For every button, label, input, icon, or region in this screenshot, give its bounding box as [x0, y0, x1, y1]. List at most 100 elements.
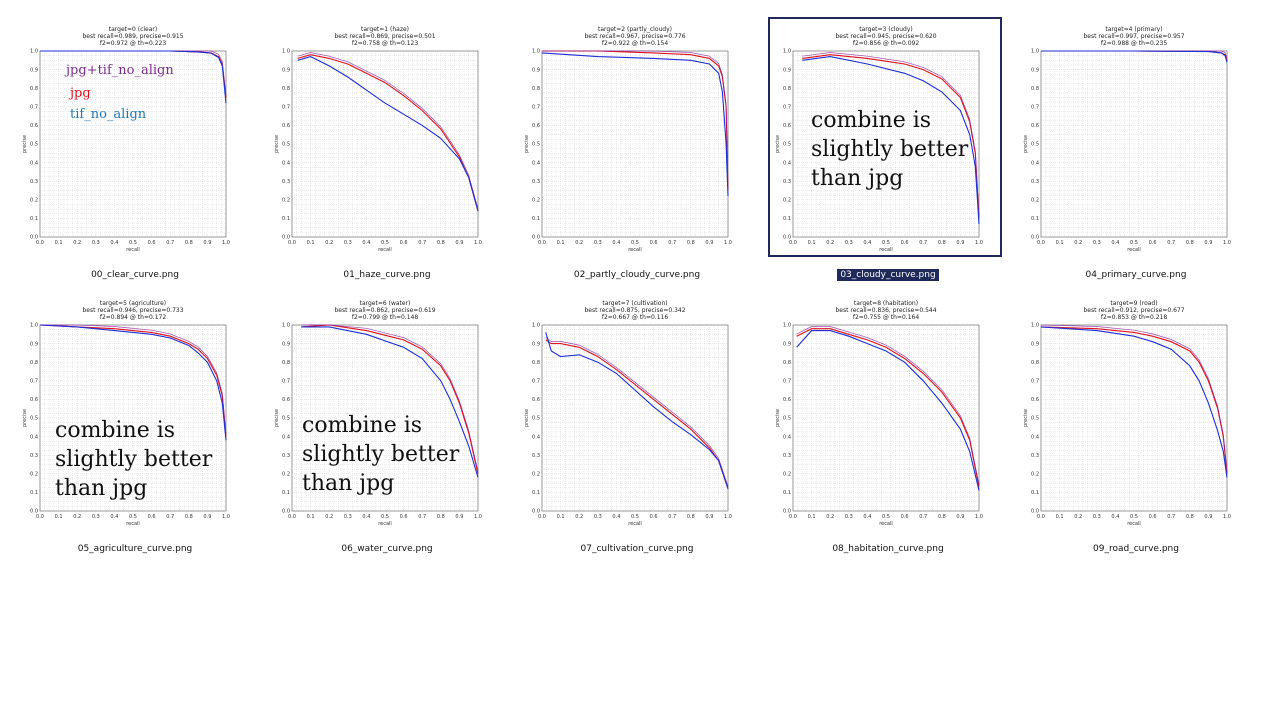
y-tick-label: 1.0	[1031, 49, 1039, 55]
x-tick-label: 0.6	[650, 514, 658, 520]
file-name-caption[interactable]: 01_haze_curve.png	[262, 270, 512, 280]
x-tick-label: 0.3	[845, 514, 853, 520]
grid-lines	[40, 325, 226, 511]
chart-title: target=0 (clear)	[109, 26, 157, 33]
y-tick-label: 0.9	[30, 341, 38, 347]
y-axis-label: precise	[1023, 409, 1029, 427]
y-tick-label: 0.4	[1031, 160, 1039, 166]
file-name-caption[interactable]: 08_habitation_curve.png	[763, 544, 1013, 554]
x-tick-label: 0.0	[789, 240, 797, 246]
x-tick-label: 1.0	[1223, 514, 1231, 520]
chart-title: target=7 (cultivation)	[602, 300, 667, 307]
y-tick-label: 0.8	[532, 86, 540, 92]
thumbnail-03_cloudy_curve[interactable]: target=3 (cloudy) best recall=0.945, prec…	[763, 17, 1013, 288]
series-line-tif	[297, 56, 479, 212]
pr-curve-plot: target=0 (clear)best recall=0.989, preci…	[22, 26, 230, 253]
y-tick-label: 0.0	[1031, 235, 1039, 241]
chart-subtitle-f2: f2=0.799 @ th=0.148	[352, 314, 418, 321]
x-tick-label: 0.3	[344, 240, 352, 246]
y-tick-label: 0.7	[532, 105, 540, 111]
thumbnail-01_haze_curve[interactable]: target=1 (haze) best recall=0.869, precis…	[262, 23, 512, 288]
thumbnail-09_road_curve[interactable]: target=9 (road) best recall=0.912, precis…	[1011, 297, 1261, 562]
grid-lines	[793, 325, 979, 511]
pr-curve-plot: target=4 (primary)best recall=0.997, pre…	[1023, 26, 1231, 253]
y-tick-label: 0.9	[282, 341, 290, 347]
x-axis-label: recall	[628, 521, 642, 527]
file-name-caption[interactable]: 09_road_curve.png	[1011, 544, 1261, 554]
x-tick-label: 0.4	[362, 514, 370, 520]
thumbnail-07_cultivation_curve[interactable]: target=7 (cultivation) best recall=0.875,…	[512, 297, 762, 562]
y-tick-label: 0.1	[30, 490, 38, 496]
x-tick-label: 0.5	[631, 240, 639, 246]
thumbnail-04_primary_curve[interactable]: target=4 (primary) best recall=0.997, pre…	[1011, 23, 1261, 288]
file-name-caption[interactable]: 06_water_curve.png	[262, 544, 512, 554]
y-tick-label: 0.6	[282, 123, 290, 129]
x-axis-label: recall	[879, 521, 893, 527]
x-tick-label: 0.9	[956, 514, 964, 520]
y-tick-label: 0.3	[1031, 179, 1039, 185]
x-tick-label: 0.7	[418, 240, 426, 246]
x-tick-label: 0.9	[455, 514, 463, 520]
y-tick-label: 0.9	[783, 341, 791, 347]
x-tick-label: 0.9	[1204, 514, 1212, 520]
y-axis-label: precise	[274, 409, 280, 427]
x-tick-label: 0.0	[1037, 240, 1045, 246]
x-tick-label: 0.6	[400, 514, 408, 520]
series-line-jpg	[297, 54, 479, 212]
x-tick-label: 0.9	[203, 514, 211, 520]
y-tick-label: 0.4	[1031, 434, 1039, 440]
series-line-combined	[542, 50, 729, 189]
chart-title: target=5 (agriculture)	[100, 300, 166, 307]
pr-curve-plot: target=6 (water)best recall=0.862, preci…	[274, 300, 482, 527]
thumbnail-00_clear_curve[interactable]: target=0 (clear) best recall=0.989, preci…	[10, 23, 260, 288]
x-tick-label: 0.6	[901, 514, 909, 520]
file-name-caption[interactable]: 04_primary_curve.png	[1011, 270, 1261, 280]
x-tick-label: 0.1	[1056, 514, 1064, 520]
y-tick-label: 0.6	[532, 123, 540, 129]
series-line-jpg	[802, 54, 980, 219]
y-tick-label: 0.5	[282, 416, 290, 422]
y-tick-label: 0.7	[30, 379, 38, 385]
series-line-tif	[541, 52, 729, 197]
chart-subtitle-recall: best recall=0.946, precise=0.733	[82, 307, 183, 314]
file-name-caption[interactable]: 03_cloudy_curve.png	[763, 269, 1013, 281]
file-name-caption[interactable]: 02_partly_cloudy_curve.png	[512, 270, 762, 280]
y-tick-label: 0.0	[1031, 509, 1039, 515]
y-axis-label: precise	[1023, 135, 1029, 153]
y-tick-label: 0.3	[282, 453, 290, 459]
y-tick-label: 0.4	[532, 434, 540, 440]
file-name-caption[interactable]: 05_agriculture_curve.png	[10, 544, 260, 554]
x-tick-label: 0.5	[631, 514, 639, 520]
x-tick-label: 0.3	[845, 240, 853, 246]
y-tick-label: 0.5	[1031, 416, 1039, 422]
series-line-combined	[545, 337, 729, 487]
thumbnail-05_agriculture_curve[interactable]: target=5 (agriculture) best recall=0.946,…	[10, 297, 260, 562]
chart-subtitle-f2: f2=0.988 @ th=0.235	[1101, 40, 1167, 47]
thumbnail-06_water_curve[interactable]: target=6 (water) best recall=0.862, preci…	[262, 297, 512, 562]
file-name-label: 09_road_curve.png	[1093, 544, 1179, 554]
x-tick-label: 0.9	[1204, 240, 1212, 246]
y-tick-label: 0.7	[282, 379, 290, 385]
series-line-tif	[545, 332, 729, 489]
y-tick-label: 0.2	[532, 198, 540, 204]
x-tick-label: 0.9	[705, 240, 713, 246]
x-tick-label: 0.3	[92, 514, 100, 520]
x-axis-label: recall	[879, 247, 893, 253]
series-line-combined	[301, 324, 479, 472]
y-axis-label: precise	[274, 135, 280, 153]
x-tick-label: 0.1	[307, 514, 315, 520]
y-tick-label: 0.9	[783, 67, 791, 73]
y-tick-label: 0.5	[783, 142, 791, 148]
legend-item-tif: tif_no_align	[70, 107, 147, 122]
chart-subtitle-f2: f2=0.755 @ th=0.164	[853, 314, 919, 321]
thumbnail-02_partly_cloudy_curve[interactable]: target=2 (partly_cloudy) best recall=0.96…	[512, 23, 762, 288]
file-name-caption[interactable]: 07_cultivation_curve.png	[512, 544, 762, 554]
y-tick-label: 0.0	[30, 235, 38, 241]
x-tick-label: 0.1	[1056, 240, 1064, 246]
y-tick-label: 0.0	[532, 509, 540, 515]
x-tick-label: 0.6	[1149, 514, 1157, 520]
chart-subtitle-f2: f2=0.758 @ th=0.123	[352, 40, 418, 47]
y-tick-label: 0.4	[783, 434, 791, 440]
thumbnail-08_habitation_curve[interactable]: target=8 (habitation) best recall=0.836, …	[763, 297, 1013, 562]
file-name-caption[interactable]: 00_clear_curve.png	[10, 270, 260, 280]
